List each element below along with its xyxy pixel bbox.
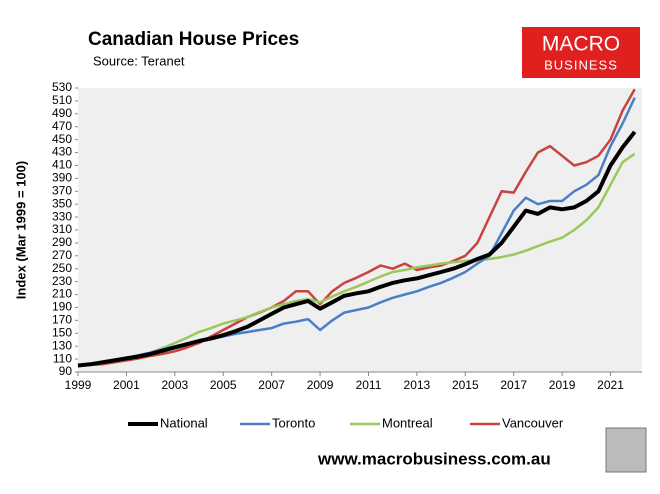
y-tick-label: 490 bbox=[52, 106, 72, 120]
x-tick-label: 2019 bbox=[549, 378, 576, 392]
y-tick-label: 130 bbox=[52, 338, 72, 352]
x-tick-label: 2001 bbox=[113, 378, 140, 392]
x-tick-label: 2005 bbox=[210, 378, 237, 392]
x-tick-label: 2003 bbox=[161, 378, 188, 392]
logo-text: MACRO bbox=[542, 33, 620, 56]
y-tick-label: 310 bbox=[52, 222, 72, 236]
y-tick-label: 190 bbox=[52, 300, 72, 314]
series-line bbox=[77, 88, 636, 367]
chart-title: Canadian House Prices bbox=[88, 29, 299, 50]
x-tick-label: 2021 bbox=[597, 378, 624, 392]
y-tick-label: 90 bbox=[59, 364, 73, 378]
y-tick-label: 470 bbox=[52, 119, 72, 133]
x-tick-label: 2011 bbox=[356, 378, 382, 392]
y-tick-label: 290 bbox=[52, 235, 72, 249]
logo-text: BUSINESS bbox=[544, 57, 618, 72]
y-tick-label: 530 bbox=[52, 80, 72, 94]
legend-label: Vancouver bbox=[502, 415, 564, 430]
y-tick-label: 430 bbox=[52, 145, 72, 159]
x-tick-label: 2013 bbox=[404, 378, 431, 392]
y-tick-label: 510 bbox=[52, 93, 72, 107]
legend-label: Montreal bbox=[382, 415, 433, 430]
x-tick-label: 2017 bbox=[500, 378, 527, 392]
y-tick-label: 450 bbox=[52, 132, 72, 146]
y-tick-label: 390 bbox=[52, 171, 72, 185]
logo-box bbox=[522, 27, 640, 78]
y-tick-label: 330 bbox=[52, 209, 72, 223]
y-tick-label: 210 bbox=[52, 287, 72, 301]
footer: www.macrobusiness.com.au bbox=[317, 449, 551, 468]
y-tick-label: 350 bbox=[52, 196, 72, 210]
x-tick-label: 2015 bbox=[452, 378, 479, 392]
y-tick-label: 250 bbox=[52, 261, 72, 275]
y-tick-label: 370 bbox=[52, 183, 72, 197]
chart-subtitle: Source: Teranet bbox=[93, 53, 185, 68]
y-tick-label: 230 bbox=[52, 274, 72, 288]
x-tick-label: 2009 bbox=[307, 378, 334, 392]
y-tick-label: 150 bbox=[52, 325, 72, 339]
wolf-icon bbox=[605, 427, 647, 473]
y-tick-label: 410 bbox=[52, 158, 72, 172]
legend-label: Toronto bbox=[272, 415, 315, 430]
legend-label: National bbox=[160, 415, 208, 430]
x-tick-label: 2007 bbox=[258, 378, 285, 392]
y-axis-label: Index (Mar 1999 = 100) bbox=[13, 161, 28, 299]
y-tick-label: 110 bbox=[53, 351, 72, 365]
x-tick-label: 1999 bbox=[65, 378, 92, 392]
y-tick-label: 270 bbox=[52, 248, 72, 262]
series-line bbox=[77, 130, 637, 368]
y-tick-label: 170 bbox=[52, 313, 72, 327]
plot-area bbox=[78, 88, 642, 372]
series-line bbox=[77, 152, 636, 367]
